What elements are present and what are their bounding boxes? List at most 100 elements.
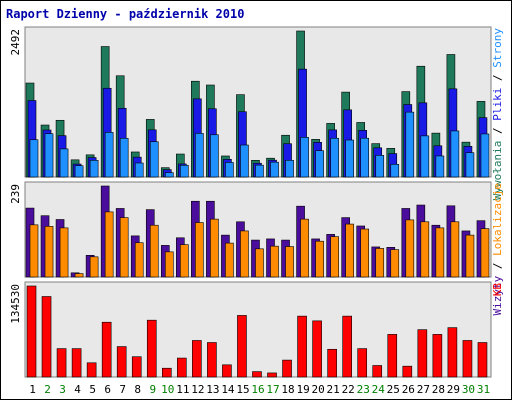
legend-entry: KB — [491, 283, 504, 297]
legend-top: Wywołania / Pliki / Strony — [491, 28, 504, 201]
bar-kb-21 — [327, 348, 337, 378]
bar-kb-1 — [26, 285, 37, 378]
bar-lokalizacje-21 — [330, 236, 339, 278]
x-tick-label: 27 — [417, 383, 430, 396]
bar-kb-14 — [222, 364, 232, 378]
bar-strony-24 — [375, 155, 385, 178]
x-tick-label: 26 — [402, 383, 415, 396]
bar-strony-6 — [104, 132, 114, 178]
bar-lokalizacje-28 — [435, 227, 445, 278]
bar-lokalizacje-26 — [405, 219, 415, 278]
x-tick-label: 18 — [281, 383, 294, 396]
legend-entry: Lokalizacje — [491, 183, 504, 256]
bar-lokalizacje-14 — [225, 242, 234, 278]
bar-strony-18 — [285, 160, 294, 178]
bar-lokalizacje-30 — [465, 234, 475, 278]
bar-kb-27 — [417, 329, 428, 378]
panel-2: 239 — [9, 181, 492, 278]
bar-kb-12 — [192, 340, 202, 378]
bar-strony-15 — [240, 144, 249, 178]
legend-mid: Wizyty / Lokalizacje — [491, 183, 504, 315]
bar-strony-27 — [420, 135, 430, 178]
bar-kb-22 — [342, 315, 352, 378]
bar-strony-8 — [134, 162, 144, 178]
x-tick-label: 1 — [29, 383, 36, 396]
bar-strony-14 — [225, 162, 234, 178]
bar-lokalizacje-11 — [180, 244, 189, 278]
bar-lokalizacje-10 — [164, 251, 174, 278]
x-tick-label: 16 — [251, 383, 264, 396]
x-tick-label: 3 — [59, 383, 66, 396]
x-tick-label: 12 — [191, 383, 204, 396]
bar-lokalizacje-27 — [420, 221, 430, 278]
bar-strony-2 — [44, 133, 54, 178]
bar-lokalizacje-23 — [360, 228, 370, 278]
legend-entry: Wizyty — [491, 275, 504, 315]
bar-lokalizacje-24 — [375, 248, 385, 278]
bar-strony-29 — [450, 130, 460, 178]
bar-lokalizacje-31 — [480, 228, 490, 278]
bar-kb-25 — [387, 334, 398, 378]
legend-entry: / — [491, 256, 504, 276]
bar-kb-16 — [252, 371, 262, 378]
x-tick-label: 21 — [327, 383, 340, 396]
bar-lokalizacje-8 — [134, 242, 144, 278]
bar-strony-5 — [89, 160, 99, 178]
bar-kb-3 — [56, 348, 67, 378]
bar-kb-28 — [432, 334, 443, 378]
bar-strony-10 — [164, 172, 174, 178]
bar-lokalizacje-6 — [104, 211, 114, 278]
bar-kb-2 — [41, 296, 52, 378]
x-tick-label: 23 — [357, 383, 370, 396]
panel-2-ymax-label: 239 — [9, 184, 22, 204]
bar-strony-16 — [255, 164, 264, 178]
x-tick-label: 28 — [432, 383, 445, 396]
x-tick-label: 8 — [134, 383, 141, 396]
bar-kb-30 — [462, 340, 473, 378]
bar-lokalizacje-9 — [149, 224, 159, 278]
panel-3: 134530 — [9, 281, 492, 378]
bar-lokalizacje-18 — [285, 246, 294, 278]
bar-kb-18 — [282, 359, 292, 378]
bar-strony-28 — [435, 155, 445, 178]
bar-lokalizacje-22 — [345, 223, 354, 278]
bar-strony-9 — [149, 141, 159, 178]
legend-bottom: KB — [491, 283, 504, 297]
bar-strony-31 — [480, 133, 490, 178]
panel-1: 2492 — [9, 26, 492, 178]
x-tick-label: 25 — [387, 383, 400, 396]
bar-strony-7 — [119, 137, 129, 178]
x-tick-label: 9 — [149, 383, 156, 396]
bar-strony-19 — [300, 137, 309, 178]
bar-lokalizacje-3 — [59, 227, 69, 278]
bar-lokalizacje-7 — [119, 217, 129, 278]
x-tick-label: 2 — [44, 383, 51, 396]
bar-lokalizacje-4 — [74, 273, 84, 278]
bar-strony-13 — [210, 134, 219, 178]
x-tick-label: 24 — [372, 383, 386, 396]
bar-strony-17 — [270, 161, 279, 178]
bar-kb-7 — [116, 346, 127, 378]
x-tick-label: 5 — [89, 383, 96, 396]
bar-strony-12 — [195, 133, 204, 178]
bar-kb-13 — [207, 342, 217, 378]
bar-lokalizacje-16 — [255, 248, 264, 278]
bar-strony-11 — [180, 164, 189, 178]
bar-kb-29 — [447, 327, 458, 378]
x-tick-label: 15 — [236, 383, 249, 396]
bar-kb-19 — [297, 315, 307, 378]
x-tick-label: 14 — [221, 383, 235, 396]
x-tick-label: 29 — [447, 383, 460, 396]
bar-kb-17 — [267, 372, 277, 378]
bar-lokalizacje-12 — [195, 222, 204, 278]
bar-lokalizacje-2 — [44, 226, 54, 278]
bar-strony-3 — [59, 148, 69, 178]
x-tick-label: 31 — [477, 383, 490, 396]
x-tick-label: 17 — [266, 383, 279, 396]
bar-lokalizacje-25 — [390, 249, 400, 278]
bar-lokalizacje-20 — [315, 240, 324, 278]
bar-strony-25 — [390, 164, 400, 178]
bar-strony-21 — [330, 137, 339, 178]
x-tick-label: 6 — [104, 383, 111, 396]
